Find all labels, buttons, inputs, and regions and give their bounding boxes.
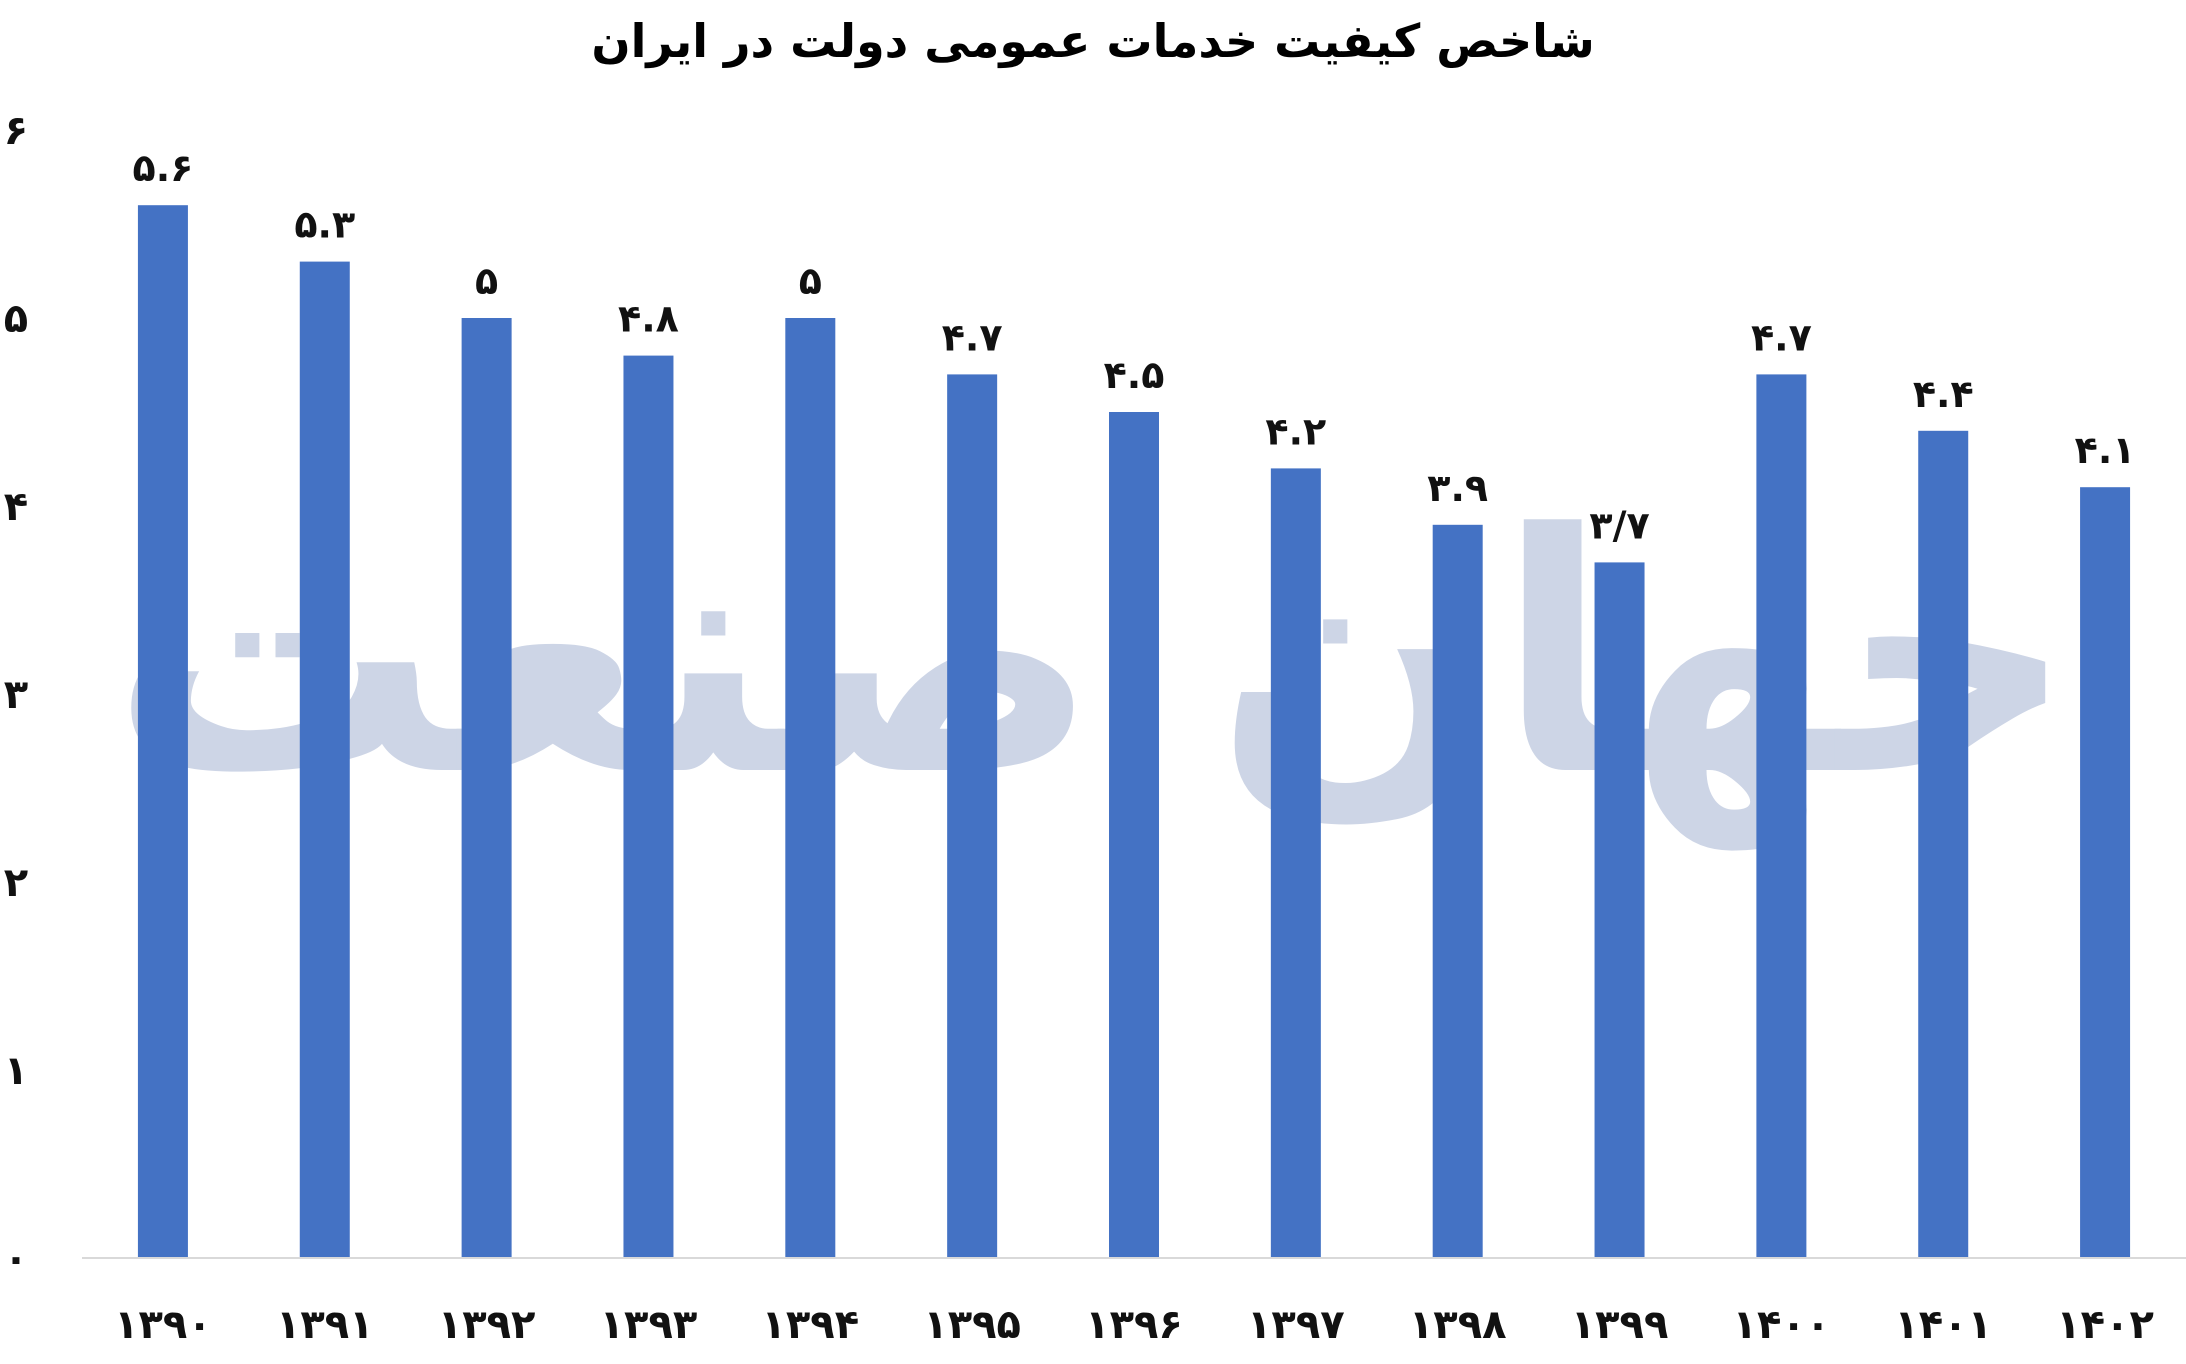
bar-6 xyxy=(1109,412,1159,1258)
data-label-10: ۴.۷ xyxy=(1751,315,1812,359)
bar-5 xyxy=(947,374,998,1258)
data-label-2: ۵ xyxy=(475,259,498,303)
data-label-1: ۵.۳ xyxy=(294,203,355,247)
bar-9 xyxy=(1594,562,1645,1258)
x-tick-label-0: ۱۳۹۰ xyxy=(114,1302,212,1348)
data-label-0: ۵.۶ xyxy=(133,146,194,190)
bar-4 xyxy=(785,318,836,1258)
watermark: جهان صنعت xyxy=(110,464,2075,853)
chart-title: شاخص کیفیت خدمات عمومی دولت در ایران xyxy=(591,14,1595,68)
x-tick-label-12: ۱۴۰۲ xyxy=(2056,1302,2154,1348)
bar-7 xyxy=(1270,468,1321,1258)
x-tick-label-1: ۱۳۹۱ xyxy=(276,1302,374,1348)
y-tick-label-1: ۱ xyxy=(4,1048,28,1094)
x-tick-label-10: ۱۴۰۰ xyxy=(1733,1302,1831,1348)
x-tick-label-4: ۱۳۹۴ xyxy=(761,1302,859,1348)
x-tick-label-5: ۱۳۹۵ xyxy=(923,1302,1021,1348)
data-label-7: ۴.۲ xyxy=(1265,409,1326,453)
data-label-5: ۴.۷ xyxy=(942,315,1003,359)
data-label-12: ۴.۱ xyxy=(2075,428,2136,472)
data-label-8: ۳.۹ xyxy=(1427,466,1488,510)
y-tick-label-3: ۳ xyxy=(4,672,28,718)
x-tick-label-7: ۱۳۹۷ xyxy=(1247,1302,1345,1348)
bar-0 xyxy=(137,205,188,1259)
bar-10 xyxy=(1756,374,1807,1258)
x-tick-label-9: ۱۳۹۹ xyxy=(1571,1302,1669,1348)
x-tick-label-3: ۱۳۹۳ xyxy=(600,1302,698,1348)
bar-12 xyxy=(2080,487,2131,1258)
y-tick-label-4: ۴ xyxy=(4,484,28,530)
y-axis-tick-labels: ۰ ۱ ۲ ۳ ۴ ۵ ۶ xyxy=(4,108,28,1282)
y-tick-label-0: ۰ xyxy=(4,1236,28,1282)
data-label-3: ۴.۸ xyxy=(618,297,679,341)
bars-layer xyxy=(137,205,2131,1259)
data-labels-layer: ۵.۶ ۵.۳ ۵ ۴.۸ ۵ ۴.۷ ۴.۵ ۴.۲ ۳.۹ ۳/۷ ۴.۷ ۴.۴ ۴.۱ xyxy=(133,146,2136,547)
y-tick-label-5: ۵ xyxy=(4,296,28,342)
bar-3 xyxy=(623,355,674,1259)
data-label-4: ۵ xyxy=(799,259,822,303)
x-tick-label-6: ۱۳۹۶ xyxy=(1085,1302,1183,1348)
data-label-11: ۴.۴ xyxy=(1913,372,1974,416)
x-tick-label-8: ۱۳۹۸ xyxy=(1409,1302,1507,1348)
x-tick-label-2: ۱۳۹۲ xyxy=(438,1302,536,1348)
y-tick-label-2: ۲ xyxy=(4,860,28,906)
y-tick-label-6: ۶ xyxy=(4,108,28,154)
x-tick-label-11: ۱۴۰۱ xyxy=(1894,1302,1992,1348)
bar-2 xyxy=(461,318,512,1258)
bar-1 xyxy=(299,261,350,1259)
data-label-6: ۴.۵ xyxy=(1104,353,1165,397)
bar-8 xyxy=(1432,524,1483,1258)
bar-11 xyxy=(1918,430,1969,1258)
x-axis-tick-labels: ۱۳۹۰ ۱۳۹۱ ۱۳۹۲ ۱۳۹۳ ۱۳۹۴ ۱۳۹۵ ۱۳۹۶ ۱۳۹۷ ۱۳۹۸ ۱۳۹۹… xyxy=(114,1302,2154,1348)
data-label-9: ۳/۷ xyxy=(1589,503,1649,547)
